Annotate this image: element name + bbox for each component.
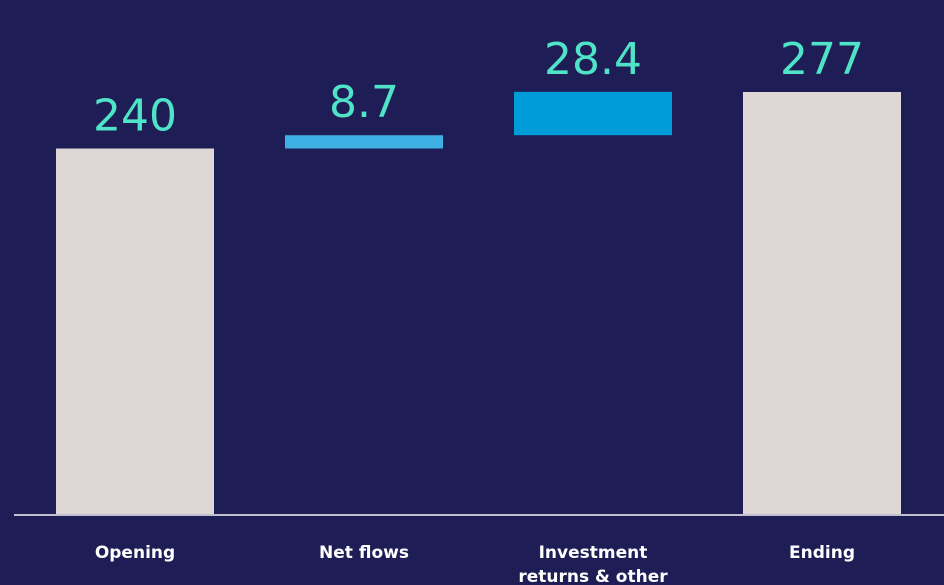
category-label-line: Investment — [539, 543, 648, 563]
category-label-line: Ending — [789, 543, 855, 563]
bar-2 — [514, 91, 672, 136]
bar-0 — [56, 148, 214, 515]
bar-3 — [743, 92, 901, 515]
value-label-3: 277 — [780, 34, 864, 85]
value-labels-group: 240 8.7 28.4 277 — [93, 34, 864, 142]
category-label-line: Opening — [95, 543, 175, 563]
category-label-3: Ending — [789, 543, 855, 563]
category-labels-group: Opening Net flows Investment returns & othe… — [95, 543, 855, 585]
value-label-1: 8.7 — [329, 77, 399, 128]
value-label-0: 240 — [93, 91, 177, 142]
value-label-2: 28.4 — [544, 34, 642, 85]
category-label-line: Net flows — [319, 543, 409, 563]
category-label-2: Investment returns & other — [518, 543, 668, 585]
category-label-1: Net flows — [319, 543, 409, 563]
category-label-0: Opening — [95, 543, 175, 563]
bar-1 — [285, 135, 443, 149]
bars-group — [56, 91, 901, 515]
category-label-line: returns & other — [518, 567, 668, 585]
